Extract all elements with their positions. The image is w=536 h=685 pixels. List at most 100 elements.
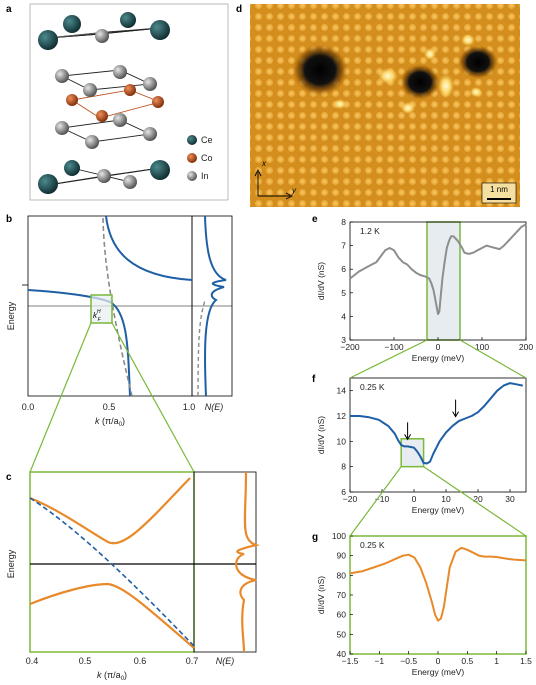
panel-b-xtick: 1.0 — [183, 402, 196, 412]
y-tick-label: 8 — [341, 217, 346, 227]
legend-co-label: Co — [201, 153, 213, 163]
plot-frame-g — [349, 535, 527, 655]
x-tick-label: −1 — [374, 656, 384, 666]
x-axis-label-f: Energy (meV) — [412, 505, 465, 515]
x-tick-label: −0.5 — [400, 656, 417, 666]
stm-bright-feature — [378, 68, 398, 84]
temperature-label-g: 0.25 K — [360, 540, 385, 550]
x-tick-label: 1 — [494, 656, 499, 666]
panel-g-plot: −1.5 −1 −0.5 0 0.5 1 1.5 40 50 60 70 80 90 100 0.25 K d… — [316, 531, 532, 677]
panel-c: c Energy 0.4 0.5 0.6 0.7 k (π/a0) N(E) — [6, 471, 261, 682]
y-tick-label: 50 — [337, 629, 347, 639]
x-axis-label-g: Energy (meV) — [412, 667, 465, 677]
stm-bright-feature — [334, 99, 346, 109]
zoom-connector-fg — [349, 466, 402, 537]
panel-c-xtick: 0.5 — [79, 656, 92, 666]
y-tick-label: 80 — [337, 570, 347, 580]
lower-band-c — [29, 582, 195, 649]
x-tick-label: 0.5 — [461, 656, 473, 666]
legend-in-label: In — [201, 171, 209, 181]
y-tick-label: 3 — [341, 335, 346, 345]
panel-c-nlabel: N(E) — [216, 656, 235, 666]
y-tick-label: 14 — [337, 386, 347, 396]
panel-f-label: f — [312, 374, 316, 385]
stm-topograph — [250, 4, 520, 207]
x-tick-label: 30 — [505, 494, 515, 504]
stm-axis-x: x — [261, 159, 267, 168]
y-tick-label: 40 — [337, 649, 347, 659]
atoms — [38, 12, 170, 194]
panel-c-label: c — [6, 472, 12, 483]
panel-d-label: d — [236, 4, 242, 15]
stm-bright-feature — [438, 74, 454, 98]
x-tick-label: 1.5 — [520, 656, 532, 666]
stm-bright-feature — [461, 34, 475, 46]
panel-b-xtick: 0.5 — [103, 402, 116, 412]
dos-curve-b — [204, 215, 227, 397]
y-tick-label: 8 — [341, 462, 346, 472]
x-axis-label-e: Energy (meV) — [412, 353, 465, 363]
panel-b-label: b — [6, 214, 12, 225]
feature-arrowhead — [452, 411, 460, 418]
stm-bright-feature — [401, 102, 415, 114]
x-tick-label: 20 — [473, 494, 483, 504]
x-tick-label: 0 — [412, 494, 417, 504]
y-axis-label-e: dI/dV (nS) — [316, 262, 326, 300]
legend-ce-label: Ce — [201, 135, 213, 145]
stm-dark-feature — [458, 45, 498, 79]
panel-c-xtick: 0.6 — [134, 656, 147, 666]
series-line-e — [349, 223, 527, 315]
panel-b-nlabel: N(E) — [205, 402, 224, 412]
x-tick-label: 10 — [441, 494, 451, 504]
zoom-box-f — [400, 438, 425, 468]
stm-axes — [254, 168, 294, 200]
y-axis-label-g: dI/dV (nS) — [316, 576, 326, 614]
panel-b-xtick: 0.0 — [22, 402, 35, 412]
x-tick-label: 0 — [436, 656, 441, 666]
stm-dark-feature — [400, 64, 440, 100]
y-tick-label: 100 — [332, 531, 346, 541]
panel-c-xlabel: k (π/a0) — [97, 670, 127, 682]
panel-b-xlabel: k (π/a0) — [95, 416, 125, 428]
panel-g-label: g — [312, 532, 318, 543]
panel-c-ylabel: Energy — [6, 549, 16, 578]
y-tick-label: 6 — [341, 487, 346, 497]
stm-axis-y: y — [291, 186, 297, 195]
x-tick-label: −200 — [340, 342, 359, 352]
y-tick-label: 4 — [341, 311, 346, 321]
y-tick-label: 10 — [337, 436, 347, 446]
zoom-connector-ef — [349, 339, 428, 379]
zoom-box-e — [426, 221, 461, 341]
legend-in-swatch — [187, 171, 197, 181]
scalebar-label: 1 nm — [490, 185, 508, 194]
panel-a: a — [6, 3, 229, 201]
legend-ce-swatch — [187, 135, 197, 145]
y-tick-label: 60 — [337, 610, 347, 620]
upper-band-c — [29, 477, 191, 545]
zoom-connector-fg — [423, 466, 527, 537]
temperature-label-e: 1.2 K — [360, 226, 380, 236]
stm-bright-feature — [424, 48, 436, 60]
temperature-label-f: 0.25 K — [360, 382, 385, 392]
y-tick-label: 7 — [341, 241, 346, 251]
stm-dark-feature — [292, 44, 348, 96]
x-tick-label: 100 — [475, 342, 489, 352]
y-tick-label: 5 — [341, 288, 346, 298]
dos-bare-b — [197, 299, 206, 397]
zoom-connector-ef — [459, 339, 527, 379]
panel-c-xtick: 0.7 — [186, 656, 199, 666]
y-tick-label: 12 — [337, 411, 347, 421]
panel-b-ylabel: Energy — [6, 301, 16, 330]
panel-e-label: e — [312, 214, 318, 225]
panel-c-xtick: 0.4 — [26, 656, 39, 666]
feature-arrowhead — [404, 434, 412, 441]
legend-co-swatch — [187, 153, 197, 163]
panel-e-plot: −200 −100 0 100 200 3 4 5 6 7 8 1.2 K dI/dV (nS) Ener… — [316, 217, 533, 363]
y-tick-label: 90 — [337, 551, 347, 561]
x-tick-label: −20 — [343, 494, 358, 504]
panel-a-frame — [29, 3, 229, 201]
x-tick-label: 0 — [436, 342, 441, 352]
y-axis-label-f: dI/dV (nS) — [316, 416, 326, 454]
series-line-g — [349, 546, 527, 622]
